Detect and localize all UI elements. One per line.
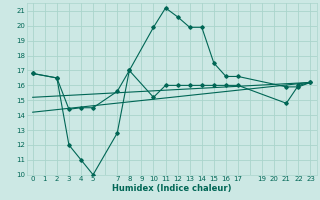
X-axis label: Humidex (Indice chaleur): Humidex (Indice chaleur) (112, 184, 231, 193)
